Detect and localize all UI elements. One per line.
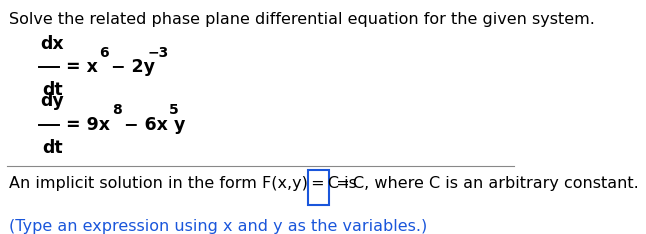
Text: 8: 8 (112, 103, 121, 117)
Text: Solve the related phase plane differential equation for the given system.: Solve the related phase plane differenti… (9, 12, 595, 27)
Text: = C, where C is an arbitrary constant.: = C, where C is an arbitrary constant. (333, 176, 638, 191)
Text: dx: dx (40, 35, 64, 53)
Text: (Type an expression using x and y as the variables.): (Type an expression using x and y as the… (9, 219, 428, 234)
Text: 6: 6 (99, 46, 109, 60)
Text: dt: dt (42, 81, 63, 99)
Text: − 6x: − 6x (118, 116, 168, 134)
Text: = x: = x (66, 58, 98, 76)
Text: − 2y: − 2y (105, 58, 155, 76)
Text: dt: dt (42, 139, 63, 157)
Text: An implicit solution in the form F(x,y) = C is: An implicit solution in the form F(x,y) … (9, 176, 362, 191)
Text: −3: −3 (148, 46, 169, 60)
Text: = 9x: = 9x (66, 116, 110, 134)
FancyBboxPatch shape (308, 170, 329, 205)
Text: 5: 5 (169, 103, 178, 117)
Text: y: y (174, 116, 185, 134)
Text: dy: dy (40, 92, 64, 110)
